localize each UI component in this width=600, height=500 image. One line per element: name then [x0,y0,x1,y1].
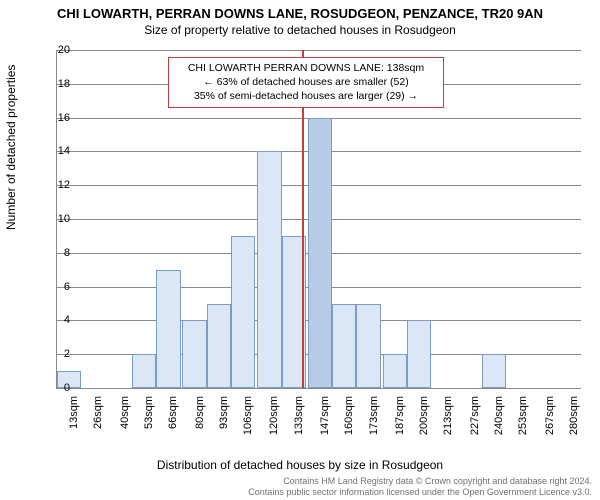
bar [257,151,281,388]
bar [407,320,431,388]
y-tick: 6 [48,281,70,293]
y-tick: 4 [48,314,70,326]
bar [332,304,356,389]
x-tick: 133sqm [293,396,305,444]
y-tick: 16 [48,112,70,124]
y-tick: 8 [48,247,70,259]
x-tick: 187sqm [394,396,406,444]
bar [356,304,380,389]
info-line-3: 35% of semi-detached houses are larger (… [175,89,437,103]
y-tick: 10 [48,213,70,225]
x-tick: 280sqm [568,396,580,444]
x-tick: 40sqm [119,396,131,444]
bar [156,270,180,388]
footer-line-1: Contains HM Land Registry data © Crown c… [248,476,592,487]
bar [207,304,231,389]
x-tick: 160sqm [343,396,355,444]
x-tick: 120sqm [268,396,280,444]
info-line-1: CHI LOWARTH PERRAN DOWNS LANE: 138sqm [175,61,437,75]
x-tick: 93sqm [218,396,230,444]
x-tick: 240sqm [493,396,505,444]
x-tick: 267sqm [544,396,556,444]
chart-subtitle: Size of property relative to detached ho… [0,21,600,37]
bar [383,354,407,388]
x-tick: 53sqm [143,396,155,444]
y-tick: 18 [48,78,70,90]
x-tick: 227sqm [469,396,481,444]
chart-title: CHI LOWARTH, PERRAN DOWNS LANE, ROSUDGEO… [0,0,600,21]
x-tick: 213sqm [442,396,454,444]
x-tick: 66sqm [167,396,179,444]
x-tick: 147sqm [319,396,331,444]
chart-container: CHI LOWARTH, PERRAN DOWNS LANE, ROSUDGEO… [0,0,600,500]
bar [308,118,332,388]
x-axis-label: Distribution of detached houses by size … [0,458,600,472]
y-tick: 2 [48,348,70,360]
x-tick: 106sqm [242,396,254,444]
y-tick: 14 [48,145,70,157]
x-tick: 26sqm [92,396,104,444]
bar [132,354,156,388]
x-tick: 200sqm [418,396,430,444]
info-box: CHI LOWARTH PERRAN DOWNS LANE: 138sqm ← … [168,57,444,108]
info-line-2: ← 63% of detached houses are smaller (52… [175,75,437,89]
y-axis-label: Number of detached properties [4,65,18,230]
y-tick: 12 [48,179,70,191]
x-tick: 13sqm [68,396,80,444]
footer: Contains HM Land Registry data © Crown c… [248,476,592,499]
bar [182,320,206,388]
x-tick: 253sqm [517,396,529,444]
bar [482,354,506,388]
y-tick: 20 [48,44,70,56]
x-tick: 173sqm [368,396,380,444]
y-tick: 0 [48,382,70,394]
footer-line-2: Contains public sector information licen… [248,487,592,498]
x-tick: 80sqm [194,396,206,444]
bar [231,236,255,388]
